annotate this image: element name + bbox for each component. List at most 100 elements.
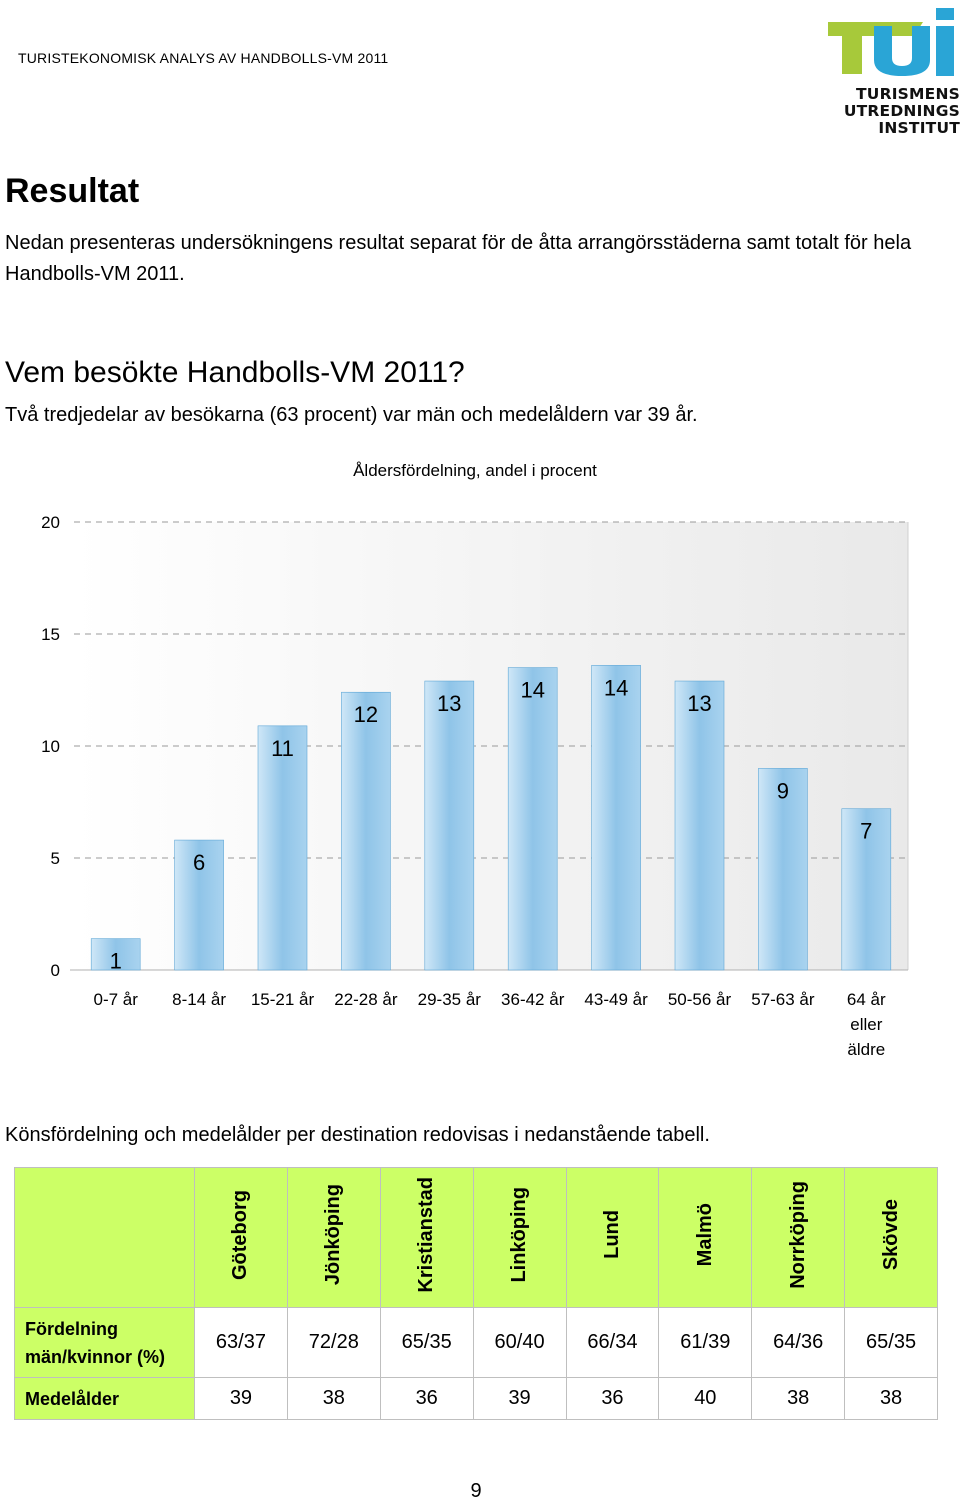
row-label: Fördelning män/kvinnor (%) <box>14 1307 195 1378</box>
logo-line: TURISMENS <box>856 85 960 103</box>
x-tick-label: 36-42 år <box>501 990 565 1009</box>
section-title: Resultat <box>5 172 140 210</box>
x-tick-label-line: 29-35 år <box>418 990 482 1009</box>
bar-data-label: 14 <box>520 678 544 703</box>
x-tick-label-line: 8-14 år <box>172 990 226 1009</box>
table-cell: 66/34 <box>565 1307 660 1378</box>
column-header: Kristianstad <box>379 1167 474 1308</box>
column-header: Skövde <box>844 1167 938 1308</box>
column-header-label: Kristianstad <box>415 1176 438 1293</box>
x-tick-label-line: 0-7 år <box>93 990 138 1009</box>
subsection-title: Vem besökte Handbolls-VM 2011? <box>5 356 465 389</box>
column-header: Linköping <box>472 1167 567 1308</box>
column-header: Göteborg <box>194 1167 288 1308</box>
x-tick-label-line: 43-49 år <box>584 990 648 1009</box>
table-cell: 38 <box>844 1377 938 1420</box>
page-number: 9 <box>470 1480 482 1502</box>
column-header: Norrköping <box>751 1167 846 1308</box>
x-tick-label-line: 57-63 år <box>751 990 815 1009</box>
table-cell: 36 <box>379 1377 474 1420</box>
table-cell: 60/40 <box>472 1307 567 1378</box>
bar-data-label: 13 <box>437 691 461 716</box>
y-tick-label: 5 <box>51 849 60 868</box>
y-tick-label: 15 <box>41 625 60 644</box>
plot-area <box>74 522 908 970</box>
y-tick-label: 20 <box>41 513 60 532</box>
logo-text: TURISMENS UTREDNINGS INSTITUT <box>842 86 960 137</box>
chart-title: Åldersfördelning, andel i procent <box>353 461 597 480</box>
bar-data-label: 11 <box>271 736 294 761</box>
table-cell: 63/37 <box>194 1307 288 1378</box>
bar <box>174 839 224 971</box>
bar <box>841 808 892 971</box>
table-cell: 40 <box>658 1377 753 1420</box>
table-cell: 65/35 <box>379 1307 474 1378</box>
table-cell: 38 <box>751 1377 846 1420</box>
bar-data-label: 7 <box>860 819 872 844</box>
column-header: Lund <box>565 1167 660 1308</box>
column-header-label: Jönköping <box>322 1183 345 1286</box>
table-row: Fördelning män/kvinnor (%) 63/37 72/28 6… <box>14 1307 938 1378</box>
x-tick-label: 8-14 år <box>172 990 226 1009</box>
section-intro: Nedan presenteras undersökningens result… <box>5 232 912 285</box>
table-row: Medelålder 39 38 36 39 36 40 38 38 <box>14 1377 938 1420</box>
column-header: Jönköping <box>286 1167 381 1308</box>
bar <box>90 938 141 971</box>
x-tick-label: 22-28 år <box>334 990 398 1009</box>
bar <box>591 665 641 971</box>
column-header-label: Linköping <box>508 1186 531 1283</box>
table-cell: 64/36 <box>751 1307 846 1378</box>
x-tick-label-line: eller <box>850 1015 882 1034</box>
column-header-label: Malmö <box>693 1202 716 1267</box>
bar-data-label: 6 <box>193 850 205 875</box>
table-cell: 38 <box>286 1377 381 1420</box>
bar <box>257 725 308 971</box>
table-cell: 39 <box>194 1377 288 1420</box>
x-tick-label-line: 50-56 år <box>668 990 732 1009</box>
bar-data-label: 14 <box>604 675 628 700</box>
x-tick-label: 15-21 år <box>251 990 315 1009</box>
subsection-intro: Två tredjedelar av besökarna (63 procent… <box>5 404 698 426</box>
column-header-label: Skövde <box>879 1198 902 1271</box>
destination-table: Göteborg Jönköping Kristianstad Linköpin… <box>14 1167 938 1420</box>
x-tick-label: 50-56 år <box>668 990 732 1009</box>
x-tick-label: 0-7 år <box>93 990 138 1009</box>
x-tick-label-line: 15-21 år <box>251 990 315 1009</box>
table-header-row: Göteborg Jönköping Kristianstad Linköpin… <box>14 1167 938 1308</box>
bar-data-label: 9 <box>777 778 789 803</box>
table-corner-cell <box>14 1167 195 1308</box>
x-tick-label: 43-49 år <box>584 990 648 1009</box>
bar <box>507 667 558 971</box>
x-tick-label-line: 22-28 år <box>334 990 398 1009</box>
logo-line: INSTITUT <box>878 119 960 137</box>
x-tick-label-line: 36-42 år <box>501 990 565 1009</box>
header-title: TURISTEKONOMISK ANALYS AV HANDBOLLS-VM 2… <box>18 50 389 66</box>
x-tick-label: 29-35 år <box>418 990 482 1009</box>
x-tick-label-line: äldre <box>847 1040 885 1059</box>
table-intro: Könsfördelning och medelålder per destin… <box>5 1124 710 1146</box>
tui-logo <box>828 8 954 76</box>
x-tick-label: 57-63 år <box>751 990 815 1009</box>
column-header: Malmö <box>658 1167 753 1308</box>
bar-data-label: 12 <box>354 702 378 727</box>
x-tick-label: 64 år eller äldre <box>847 990 886 1059</box>
table-cell: 65/35 <box>844 1307 938 1378</box>
bar-data-label: 1 <box>110 949 122 974</box>
table-cell: 36 <box>565 1377 660 1420</box>
bar <box>424 680 475 971</box>
table-cell: 61/39 <box>658 1307 753 1378</box>
bar-data-label: 13 <box>687 691 711 716</box>
table-cell: 72/28 <box>286 1307 381 1378</box>
bar <box>674 680 725 971</box>
y-tick-label: 10 <box>41 737 60 756</box>
x-tick-label-line: 64 år <box>847 990 886 1009</box>
table-cell: 39 <box>472 1377 567 1420</box>
y-tick-label: 0 <box>51 961 60 980</box>
column-header-label: Göteborg <box>229 1189 252 1280</box>
column-header-label: Norrköping <box>786 1180 809 1289</box>
column-header-label: Lund <box>600 1210 623 1259</box>
bar <box>341 691 391 971</box>
row-label: Medelålder <box>14 1377 195 1420</box>
bar <box>758 768 808 971</box>
logo-line: UTREDNINGS <box>843 102 960 120</box>
